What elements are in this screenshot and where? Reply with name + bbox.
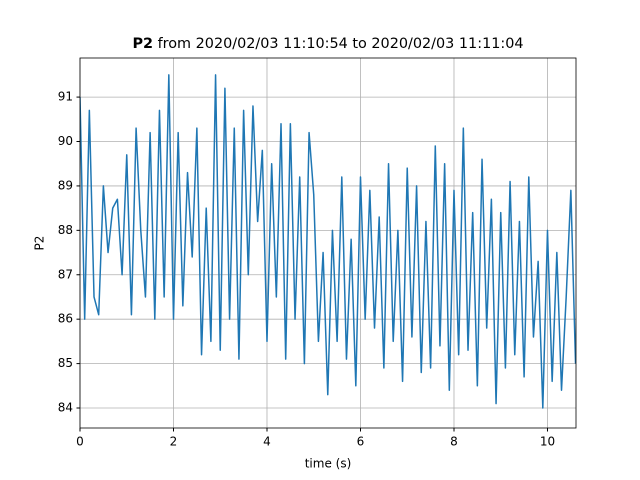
title-bold: P2 — [132, 36, 153, 52]
y-tick-label: 85 — [58, 356, 73, 370]
x-tick-label: 10 — [540, 435, 555, 449]
y-tick-label: 88 — [58, 223, 73, 237]
plot-frame — [79, 57, 577, 429]
x-tick-label: 0 — [76, 435, 84, 449]
x-tick-label: 4 — [263, 435, 271, 449]
y-tick-label: 89 — [58, 178, 73, 192]
chart-title: P2 from 2020/02/03 11:10:54 to 2020/02/0… — [132, 36, 523, 52]
y-tick-label: 90 — [58, 134, 73, 148]
y-axis-label: P2 — [33, 236, 47, 251]
y-tick-label: 87 — [58, 267, 73, 281]
x-tick-label: 8 — [450, 435, 458, 449]
data-line — [80, 74, 576, 409]
x-tick-label: 6 — [357, 435, 365, 449]
x-tick-label: 2 — [170, 435, 178, 449]
title-text: from 2020/02/03 11:10:54 to 2020/02/03 1… — [158, 36, 524, 52]
x-axis-label: time (s) — [305, 457, 352, 471]
y-tick-label: 86 — [58, 312, 73, 326]
y-tick-label: 84 — [58, 401, 73, 415]
y-tick-label: 91 — [58, 90, 73, 104]
